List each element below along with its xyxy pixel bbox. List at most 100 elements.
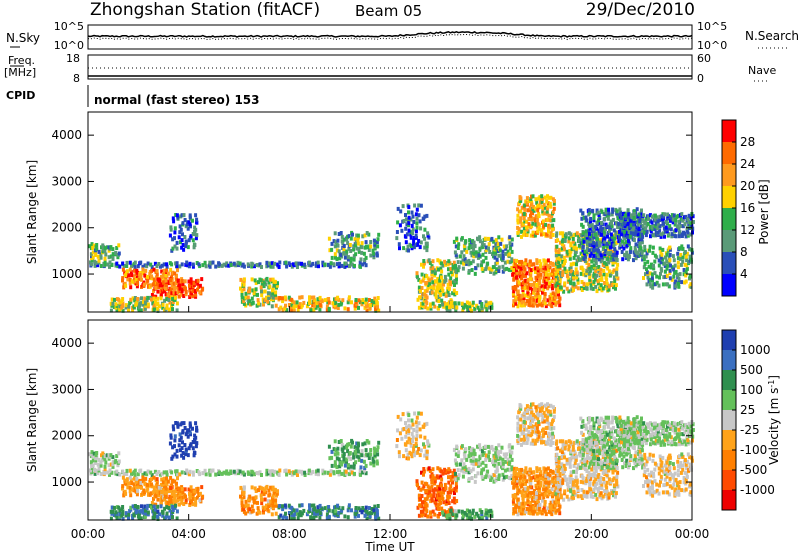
power-cell <box>640 209 643 213</box>
velocity-cell <box>121 470 124 474</box>
velocity-cell <box>114 459 117 463</box>
power-cell <box>623 222 626 226</box>
velocity-cell <box>488 450 491 454</box>
power-cell <box>420 240 423 244</box>
power-cell <box>579 209 582 213</box>
power-cell <box>652 246 655 250</box>
power-cell <box>569 280 572 284</box>
velocity-cell <box>412 423 415 427</box>
power-cell <box>180 228 183 232</box>
velocity-cell <box>95 451 98 455</box>
power-cell <box>255 287 258 291</box>
power-cell <box>173 272 176 276</box>
power-cell <box>472 301 475 305</box>
power-cell <box>600 268 603 272</box>
velocity-cell <box>173 444 176 448</box>
velocity-cell <box>368 506 371 510</box>
power-cell <box>575 262 578 266</box>
velocity-cell <box>552 426 555 430</box>
power-cell <box>602 269 605 273</box>
power-cell <box>308 295 311 299</box>
power-cell <box>407 221 410 225</box>
velocity-cell <box>457 468 460 472</box>
power-cell <box>675 228 678 232</box>
power-cell <box>233 262 236 266</box>
colorbar-tick-label: 4 <box>740 267 748 281</box>
power-cell <box>426 231 429 235</box>
velocity-cell <box>117 506 120 510</box>
velocity-cell <box>537 430 540 434</box>
velocity-cell <box>266 485 269 489</box>
velocity-cell <box>155 494 158 498</box>
power-cell <box>443 260 446 264</box>
power-cell <box>113 298 116 302</box>
power-cell <box>548 281 551 285</box>
velocity-cell <box>418 421 421 425</box>
power-cell <box>341 298 344 302</box>
power-cell <box>649 245 652 249</box>
velocity-cell <box>473 449 476 453</box>
power-cell <box>454 264 457 268</box>
velocity-cell <box>563 489 566 493</box>
power-cell <box>134 265 137 269</box>
power-cell <box>189 213 192 217</box>
power-cell <box>594 278 597 282</box>
velocity-cell <box>183 421 186 425</box>
power-cell <box>100 264 103 268</box>
power-cell <box>239 278 242 282</box>
power-cell <box>441 303 444 307</box>
power-cell <box>672 275 675 279</box>
velocity-cell <box>563 475 566 479</box>
velocity-cell <box>351 441 354 445</box>
power-cell <box>673 258 676 262</box>
velocity-cell <box>158 486 161 490</box>
power-cell <box>558 303 561 307</box>
power-cell <box>599 272 602 276</box>
power-cell <box>402 204 405 208</box>
power-cell <box>182 248 185 252</box>
power-cell <box>252 301 255 305</box>
velocity-cell <box>402 454 405 458</box>
velocity-cell <box>194 421 197 425</box>
velocity-cell <box>170 470 173 474</box>
power-cell <box>485 256 488 260</box>
velocity-cell <box>545 408 548 412</box>
velocity-cell <box>407 418 410 422</box>
power-cell <box>162 303 165 307</box>
power-cell <box>468 301 471 305</box>
power-cell <box>425 294 428 298</box>
velocity-cell <box>275 512 278 516</box>
velocity-cell <box>524 475 527 479</box>
velocity-cell <box>295 469 298 473</box>
velocity-cell <box>111 510 114 514</box>
power-cell <box>230 263 233 267</box>
power-cell <box>295 261 298 265</box>
power-cell <box>285 265 288 269</box>
power-cell <box>139 261 142 265</box>
velocity-cell <box>504 469 507 473</box>
power-cell <box>609 251 612 255</box>
velocity-cell <box>284 512 287 516</box>
power-cell <box>121 262 124 266</box>
velocity-cell <box>243 485 246 489</box>
velocity-cell <box>472 467 475 471</box>
power-cell <box>176 241 179 245</box>
power-cell <box>529 259 532 263</box>
power-cell <box>524 286 527 290</box>
velocity-cell <box>328 509 331 513</box>
power-cell <box>300 262 303 266</box>
power-cell <box>334 252 337 256</box>
velocity-cell <box>416 416 419 420</box>
power-cell <box>486 262 489 266</box>
power-cell <box>487 246 490 250</box>
power-cell <box>181 262 184 266</box>
power-cell <box>176 268 179 272</box>
velocity-cell <box>104 465 107 469</box>
power-cell <box>663 212 666 216</box>
power-cell <box>528 222 531 226</box>
power-cell <box>615 271 618 275</box>
velocity-cell <box>176 469 179 473</box>
power-cell <box>200 277 203 281</box>
velocity-cell <box>129 476 132 480</box>
power-cell <box>104 253 107 257</box>
